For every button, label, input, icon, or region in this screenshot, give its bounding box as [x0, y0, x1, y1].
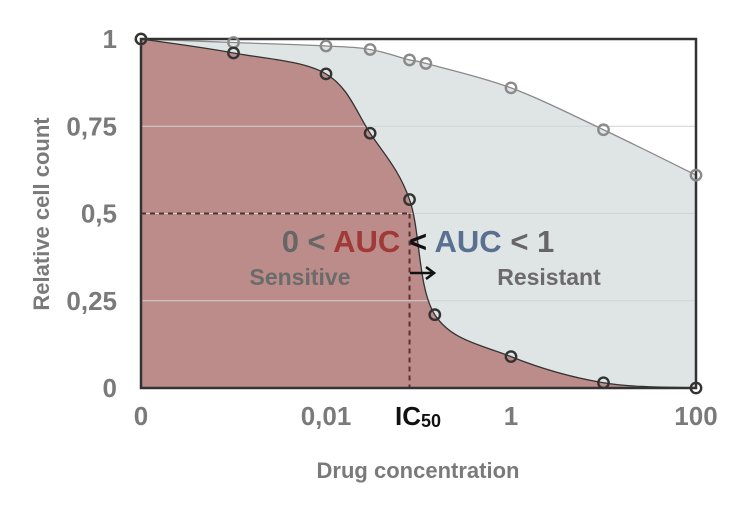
ic50-label: IC: [395, 401, 421, 431]
point-resistant: [689, 168, 703, 182]
ic50-guide-lines: [141, 212, 411, 388]
series-label-sensitive: Sensitive: [250, 264, 351, 290]
auc-suffix: < 1: [510, 224, 554, 259]
point-resistant: [419, 57, 433, 70]
point-sensitive: [597, 376, 610, 390]
point-sensitive: [227, 46, 240, 60]
y-axis-label: Relative cell count: [29, 117, 54, 311]
point-sensitive: [363, 126, 377, 140]
x-tick-label: 0,01: [301, 401, 352, 431]
ic50-tick-label: IC50: [395, 401, 441, 431]
y-tick-label: 0,75: [66, 111, 117, 141]
curve-layer: [140, 38, 697, 389]
point-resistant: [319, 39, 333, 53]
point-sensitive: [428, 308, 442, 322]
point-sensitive: [689, 381, 703, 395]
point-sensitive: [134, 32, 148, 46]
point-resistant: [363, 43, 377, 56]
auc-resistant: AUC: [435, 224, 502, 259]
point-resistant: [597, 123, 610, 137]
point-sensitive: [504, 350, 518, 363]
point-sensitive: [319, 67, 333, 81]
tick-label-layer: 0 0,25 0,5 0,75 1 0 0,01 1 100: [66, 24, 717, 431]
x-tick-label: 0: [134, 401, 148, 431]
auc-prefix: 0 <: [282, 224, 326, 259]
auc-middle: <: [409, 224, 427, 259]
curve-sensitive: [140, 38, 697, 389]
y-tick-label: 1: [103, 24, 117, 54]
point-sensitive: [403, 193, 416, 206]
point-resistant: [403, 53, 416, 67]
auc-sensitive: AUC: [333, 224, 400, 259]
ic50-subscript: 50: [421, 411, 441, 431]
auc-comparison: 0 < AUC < AUC < 1: [282, 224, 555, 259]
plot-frame: [139, 37, 698, 390]
point-resistant: [504, 81, 518, 95]
y-tick-label: 0,25: [66, 286, 117, 316]
y-tick-label: 0,5: [81, 199, 117, 229]
x-axis-label: Drug concentration: [317, 458, 520, 483]
arrow-right-icon: [410, 265, 437, 281]
x-tick-label: 1: [504, 401, 518, 431]
y-tick-label: 0: [103, 373, 117, 403]
point-layer: [134, 32, 703, 395]
curve-resistant: [140, 38, 697, 176]
series-label-resistant: Resistant: [497, 264, 601, 290]
x-tick-label: 100: [674, 401, 717, 431]
